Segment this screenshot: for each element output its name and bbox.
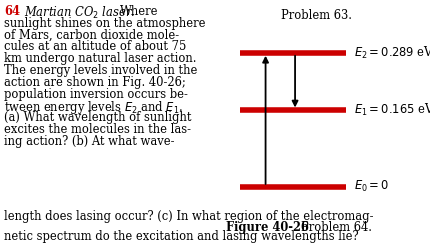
Text: Martian CO$_2$ laser.: Martian CO$_2$ laser. [24, 5, 135, 21]
Text: excites the molecules in the las-: excites the molecules in the las- [4, 123, 191, 136]
Text: $E_1 = 0.165$ eV: $E_1 = 0.165$ eV [354, 102, 430, 118]
Text: of Mars, carbon dioxide mole-: of Mars, carbon dioxide mole- [4, 28, 179, 42]
Text: 64: 64 [4, 5, 20, 18]
Text: The energy levels involved in the: The energy levels involved in the [4, 64, 198, 77]
Text: cules at an altitude of about 75: cules at an altitude of about 75 [4, 40, 187, 54]
Text: $E_0 = 0$: $E_0 = 0$ [354, 179, 390, 194]
Text: Where: Where [120, 5, 158, 18]
Text: $E_2 = 0.289$ eV: $E_2 = 0.289$ eV [354, 45, 430, 61]
Text: population inversion occurs be-: population inversion occurs be- [4, 88, 188, 101]
Text: length does lasing occur? (c) In what region of the electromag-: length does lasing occur? (c) In what re… [4, 210, 374, 223]
Text: netic spectrum do the excitation and lasing wavelengths lie?: netic spectrum do the excitation and las… [4, 230, 359, 243]
Text: action are shown in Fig. 40-26;: action are shown in Fig. 40-26; [4, 76, 186, 89]
Text: ing action? (b) At what wave-: ing action? (b) At what wave- [4, 135, 175, 148]
Text: Problem 64.: Problem 64. [301, 221, 372, 234]
Text: km undergo natural laser action.: km undergo natural laser action. [4, 52, 197, 65]
Text: (a) What wavelength of sunlight: (a) What wavelength of sunlight [4, 111, 192, 124]
Text: Figure 40-26: Figure 40-26 [226, 221, 309, 234]
Text: tween energy levels $E_2$ and $E_1$.: tween energy levels $E_2$ and $E_1$. [4, 100, 184, 116]
Text: sunlight shines on the atmosphere: sunlight shines on the atmosphere [4, 17, 206, 30]
Text: Problem 63.: Problem 63. [280, 9, 352, 22]
